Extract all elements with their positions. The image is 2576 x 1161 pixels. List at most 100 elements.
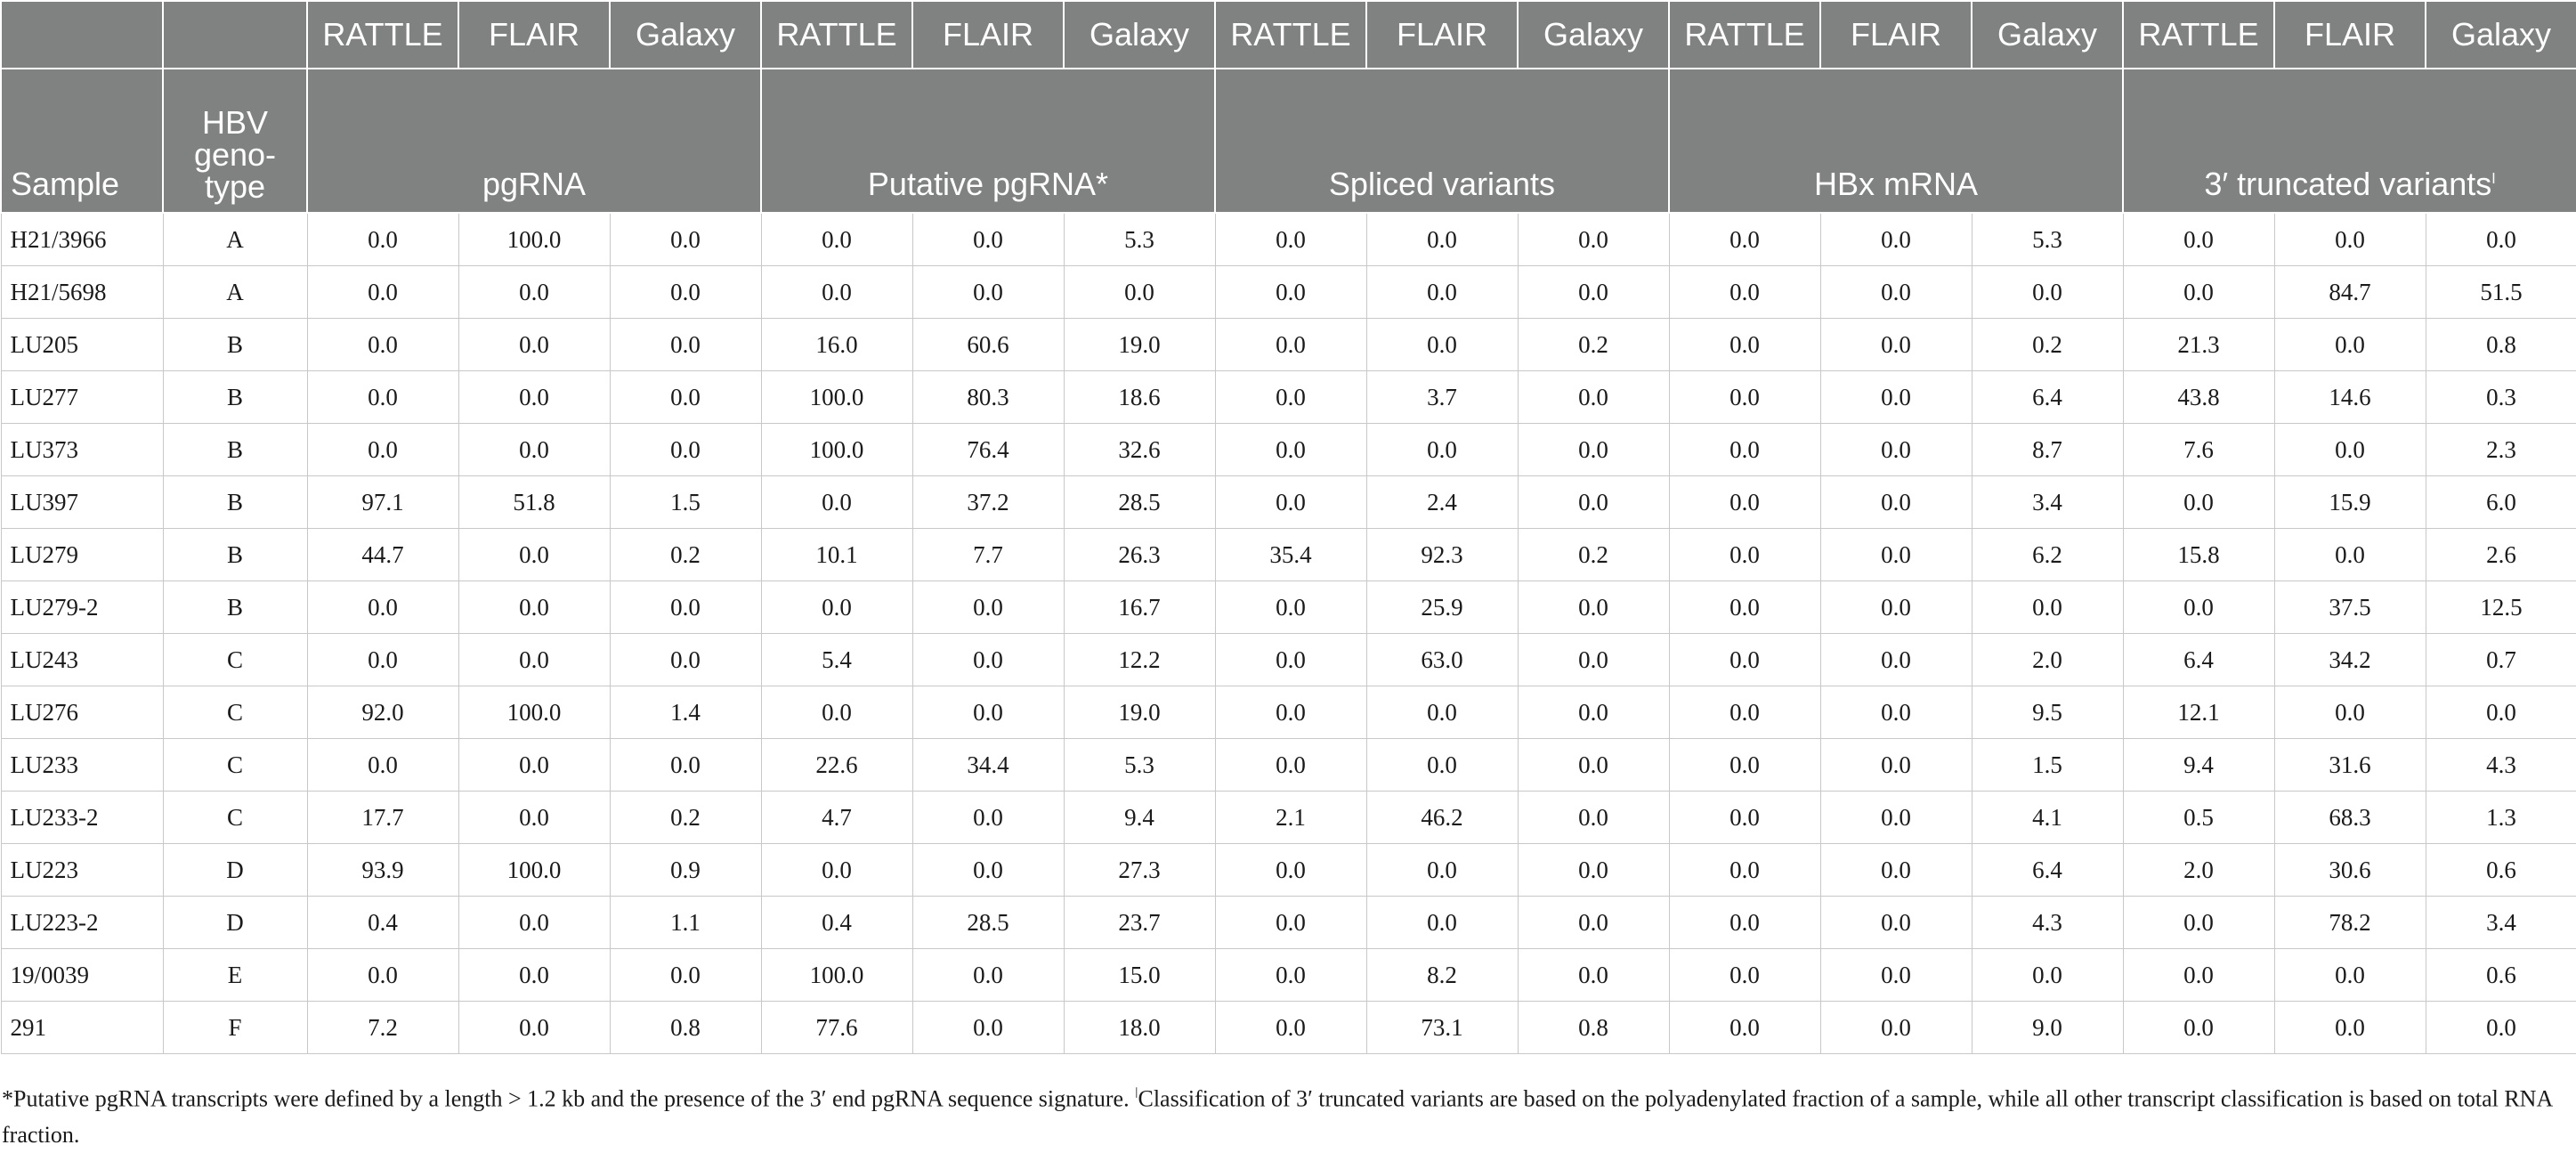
value-cell: 2.1 <box>1214 791 1367 844</box>
value-cell: 0.0 <box>1517 791 1670 844</box>
value-cell: 0.0 <box>911 686 1065 739</box>
value-cell: 46.2 <box>1365 791 1519 844</box>
value-cell: 84.7 <box>2273 265 2426 319</box>
genotype-cell: B <box>162 370 308 424</box>
value-cell: 0.0 <box>609 423 762 476</box>
method-header-galaxy: Galaxy <box>2425 0 2576 69</box>
value-cell: 0.0 <box>1517 370 1670 424</box>
value-cell: 0.0 <box>911 633 1065 686</box>
value-cell: 0.0 <box>1668 896 1821 949</box>
value-cell: 0.8 <box>1517 1001 1670 1054</box>
table-row: LU373 B 0.0 0.0 0.0 100.0 76.4 32.6 0.0 0.0 0.0 0.0… <box>0 423 2576 476</box>
genotype-header-line: HBV <box>201 104 269 141</box>
value-cell: 51.5 <box>2425 265 2576 319</box>
value-cell: 27.3 <box>1063 843 1216 897</box>
value-cell: 0.0 <box>2122 212 2275 266</box>
value-cell: 0.3 <box>2425 370 2576 424</box>
method-header-flair: FLAIR <box>1819 0 1973 69</box>
method-header-flair: FLAIR <box>458 0 611 69</box>
value-cell: 0.0 <box>609 738 762 792</box>
value-cell: 17.7 <box>306 791 459 844</box>
value-cell: 0.0 <box>2273 212 2426 266</box>
value-cell: 0.0 <box>1214 370 1367 424</box>
value-cell: 0.0 <box>1819 580 1973 634</box>
value-cell: 1.3 <box>2425 791 2576 844</box>
value-cell: 0.0 <box>1365 738 1519 792</box>
value-cell: 0.0 <box>1819 318 1973 371</box>
value-cell: 3.4 <box>2425 896 2576 949</box>
value-cell: 0.0 <box>1214 686 1367 739</box>
value-cell: 0.2 <box>609 528 762 581</box>
method-header-flair: FLAIR <box>2273 0 2426 69</box>
group-header-mark: ǀ <box>2491 170 2496 187</box>
genotype-cell: A <box>162 265 308 319</box>
value-cell: 0.0 <box>458 265 611 319</box>
sample-cell: H21/3966 <box>0 212 164 266</box>
method-header-flair: FLAIR <box>1365 0 1519 69</box>
value-cell: 0.0 <box>609 318 762 371</box>
value-cell: 0.0 <box>2122 265 2275 319</box>
value-cell: 6.4 <box>2122 633 2275 686</box>
table-row: H21/3966 A 0.0 100.0 0.0 0.0 0.0 5.3 0.0 0.0 0.0 0.… <box>0 212 2576 266</box>
genotype-cell: B <box>162 528 308 581</box>
value-cell: 0.0 <box>458 948 611 1002</box>
value-cell: 0.0 <box>1668 580 1821 634</box>
sample-cell: LU279-2 <box>0 580 164 634</box>
value-cell: 6.2 <box>1971 528 2124 581</box>
footnote-mark: ǀ <box>1135 1084 1138 1101</box>
value-cell: 15.0 <box>1063 948 1216 1002</box>
sample-cell: LU223 <box>0 843 164 897</box>
value-cell: 9.4 <box>1063 791 1216 844</box>
value-cell: 12.5 <box>2425 580 2576 634</box>
value-cell: 0.0 <box>1517 475 1670 529</box>
method-header-galaxy: Galaxy <box>1063 0 1216 69</box>
value-cell: 7.6 <box>2122 423 2275 476</box>
method-header-galaxy: Galaxy <box>1517 0 1670 69</box>
sample-cell: 291 <box>0 1001 164 1054</box>
value-cell: 23.7 <box>1063 896 1216 949</box>
value-cell: 9.4 <box>2122 738 2275 792</box>
value-cell: 0.0 <box>1668 633 1821 686</box>
value-cell: 80.3 <box>911 370 1065 424</box>
value-cell: 0.0 <box>1819 475 1973 529</box>
value-cell: 100.0 <box>458 686 611 739</box>
value-cell: 0.0 <box>1365 896 1519 949</box>
value-cell: 0.0 <box>911 843 1065 897</box>
value-cell: 0.0 <box>2122 580 2275 634</box>
group-header-label: Spliced variants <box>1328 166 1556 202</box>
value-cell: 0.0 <box>1668 423 1821 476</box>
value-cell: 16.0 <box>760 318 913 371</box>
value-cell: 0.0 <box>1819 423 1973 476</box>
value-cell: 0.0 <box>609 633 762 686</box>
value-cell: 68.3 <box>2273 791 2426 844</box>
table-row: H21/5698 A 0.0 0.0 0.0 0.0 0.0 0.0 0.0 0.0 0.0 0.0 0… <box>0 265 2576 319</box>
value-cell: 93.9 <box>306 843 459 897</box>
value-cell: 37.5 <box>2273 580 2426 634</box>
value-cell: 0.0 <box>1819 948 1973 1002</box>
table-row: LU279 B 44.7 0.0 0.2 10.1 7.7 26.3 35.4 92.3 0.2 0.… <box>0 528 2576 581</box>
group-header-label: HBx mRNA <box>1813 166 1978 202</box>
genotype-cell: B <box>162 475 308 529</box>
value-cell: 7.2 <box>306 1001 459 1054</box>
value-cell: 0.0 <box>458 370 611 424</box>
value-cell: 77.6 <box>760 1001 913 1054</box>
value-cell: 0.0 <box>911 1001 1065 1054</box>
value-cell: 51.8 <box>458 475 611 529</box>
value-cell: 34.4 <box>911 738 1065 792</box>
value-cell: 0.0 <box>1214 948 1367 1002</box>
value-cell: 0.8 <box>2425 318 2576 371</box>
table-body: H21/3966 A 0.0 100.0 0.0 0.0 0.0 5.3 0.0 0.0 0.0 0.… <box>0 212 2576 1054</box>
value-cell: 0.5 <box>2122 791 2275 844</box>
value-cell: 0.0 <box>306 738 459 792</box>
value-cell: 100.0 <box>458 212 611 266</box>
value-cell: 0.0 <box>1517 212 1670 266</box>
value-cell: 15.9 <box>2273 475 2426 529</box>
value-cell: 0.0 <box>1517 843 1670 897</box>
value-cell: 0.0 <box>911 791 1065 844</box>
sample-cell: LU276 <box>0 686 164 739</box>
value-cell: 2.3 <box>2425 423 2576 476</box>
value-cell: 0.0 <box>1819 843 1973 897</box>
value-cell: 0.0 <box>1063 265 1216 319</box>
value-cell: 18.0 <box>1063 1001 1216 1054</box>
value-cell: 0.0 <box>1365 843 1519 897</box>
